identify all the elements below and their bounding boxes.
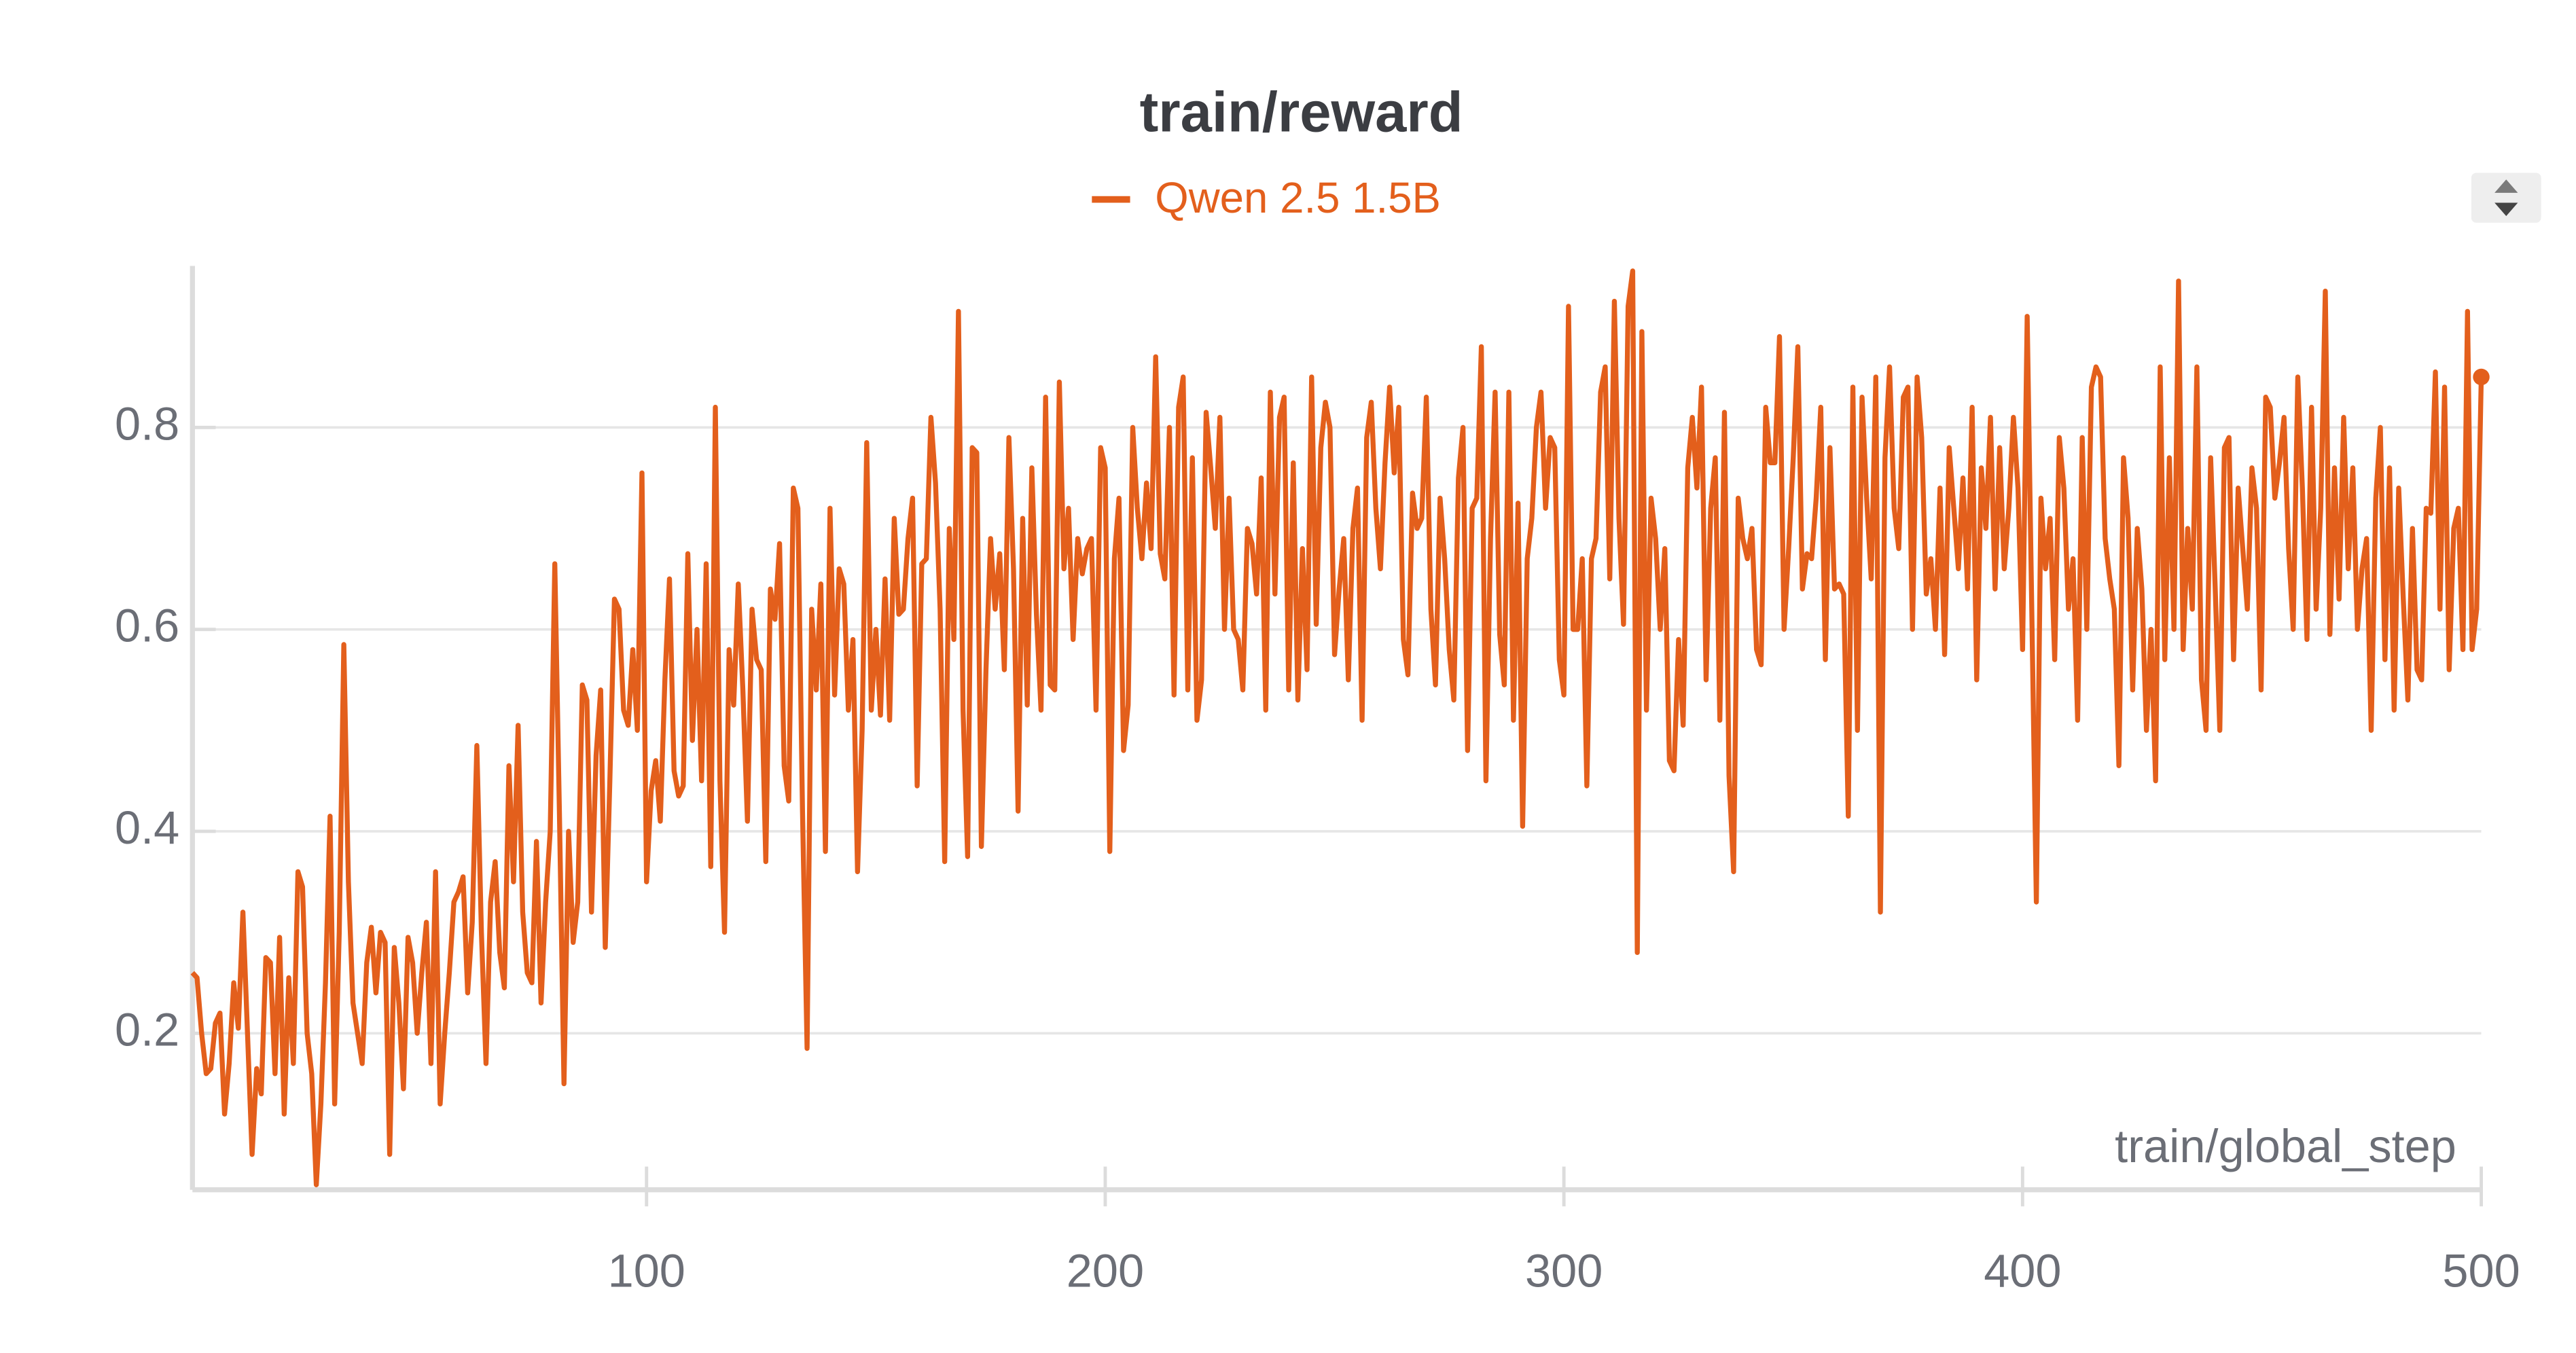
series-line [190, 268, 2484, 1187]
scroll-widget[interactable] [2471, 173, 2541, 223]
last-point [2473, 368, 2490, 386]
chart-title: train/reward [1140, 80, 1463, 143]
y-tick-label: 0.2 [115, 1003, 179, 1056]
y-tick-label: 0.8 [115, 397, 179, 450]
scroll-button[interactable] [2471, 173, 2541, 223]
arrow-down [2494, 202, 2518, 217]
x-axis-label: train/global_step [2115, 1120, 2456, 1172]
x-tick-label: 100 [608, 1245, 685, 1297]
x-tick-label: 400 [1984, 1245, 2061, 1297]
y-tick-label: 0.6 [115, 600, 179, 652]
y-tick-label: 0.4 [115, 801, 179, 854]
x-tick-label: 300 [1525, 1245, 1603, 1297]
arrow-up [2494, 179, 2518, 193]
x-tick-label: 200 [1067, 1245, 1144, 1297]
x-tick-label: 500 [2442, 1245, 2520, 1297]
legend-label: Qwen 2.5 1.5B [1155, 174, 1441, 222]
